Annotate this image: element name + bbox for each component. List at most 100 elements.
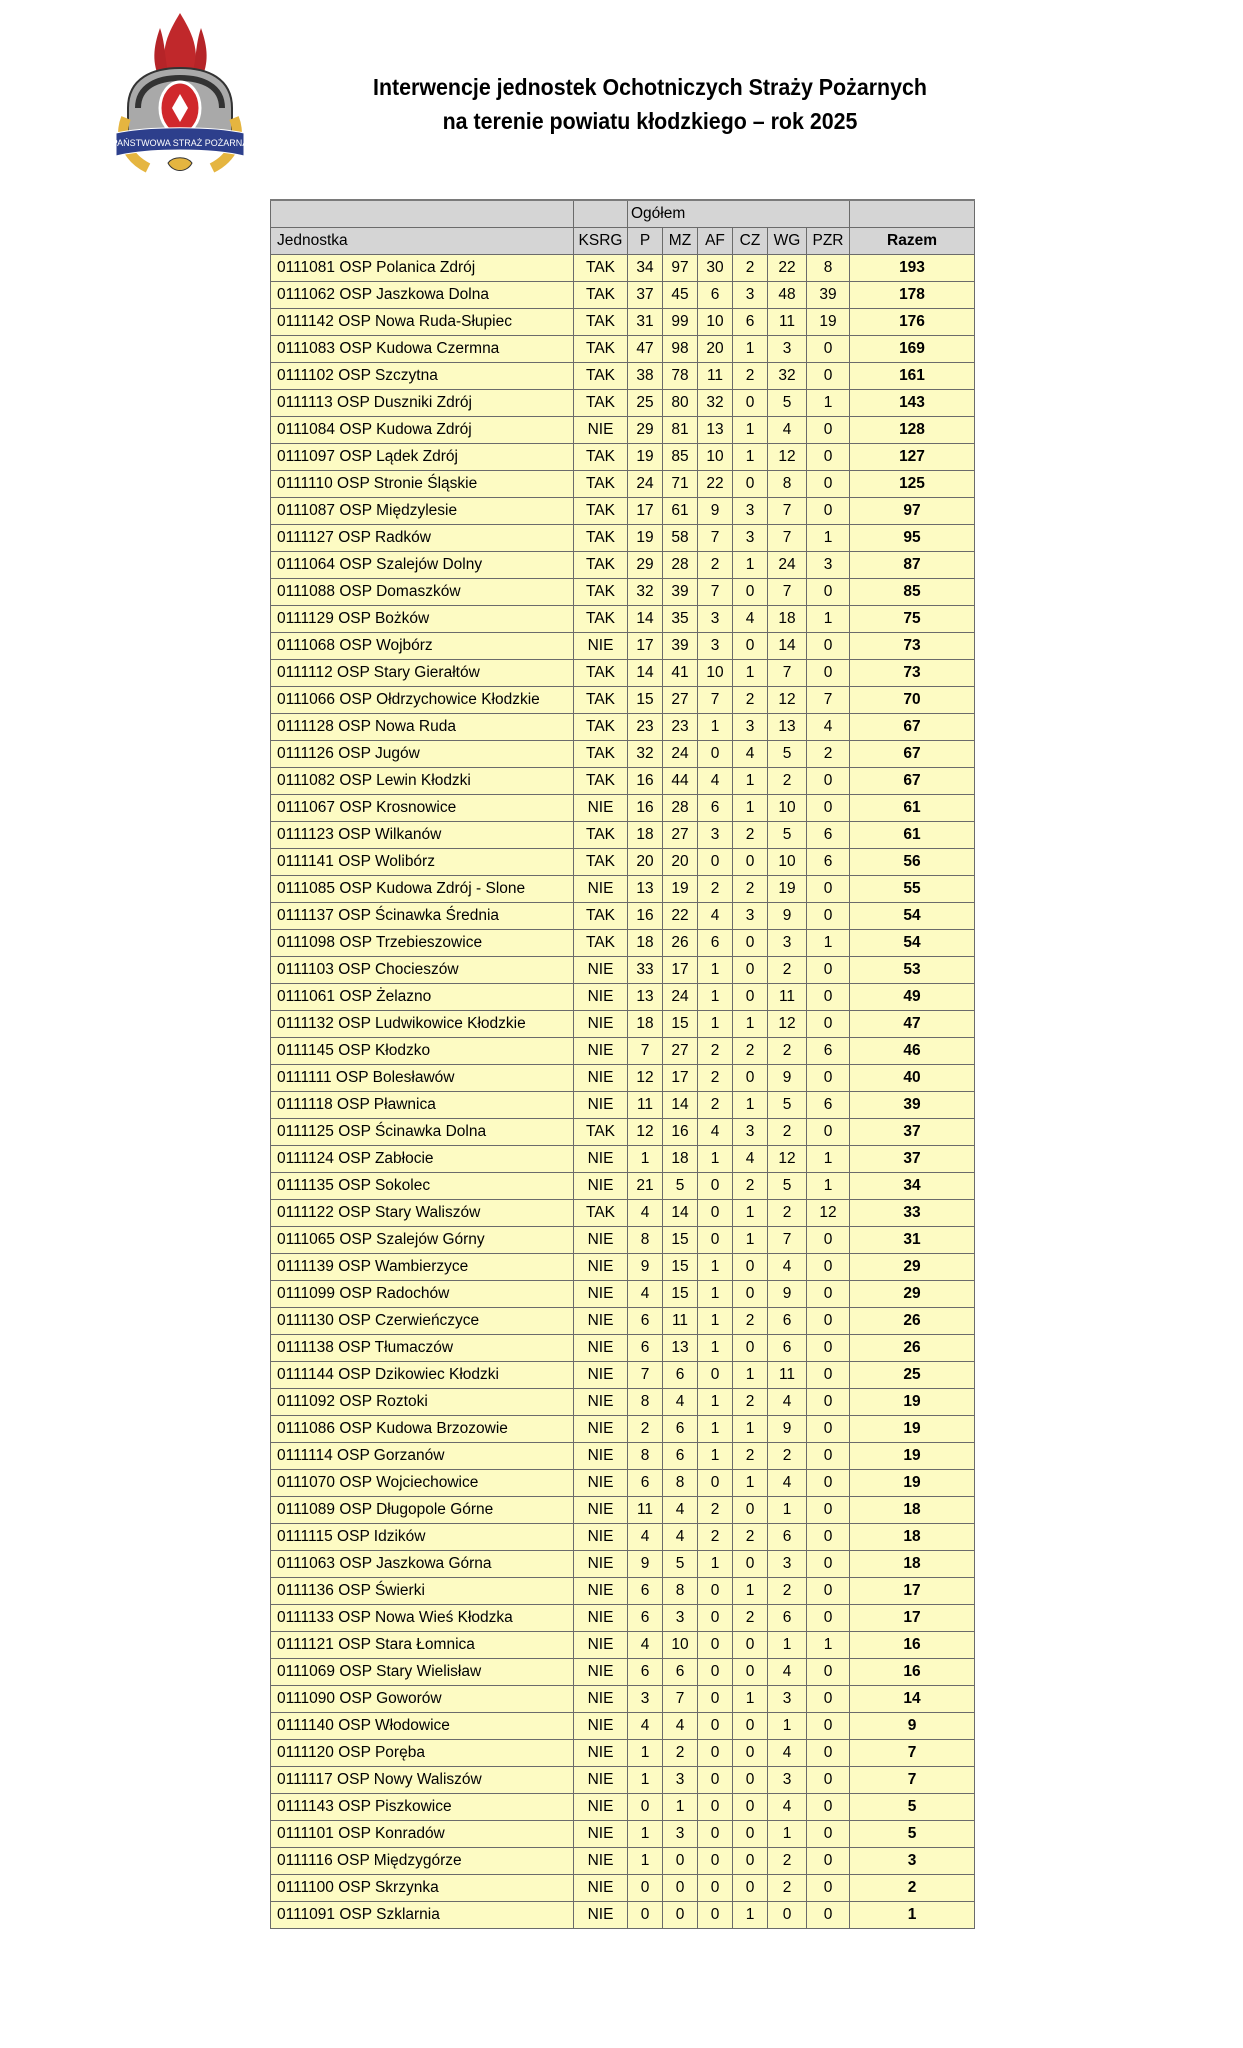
- table-row: 0111128 OSP Nowa Ruda TAK 23 23 1 3 13 4 67: [270, 713, 975, 741]
- cell-razem: 17: [849, 1604, 975, 1632]
- cell-wg: 2: [767, 1577, 807, 1605]
- cell-razem: 26: [849, 1334, 975, 1362]
- cell-af: 11: [697, 362, 733, 390]
- cell-jednostka: 0111088 OSP Domaszków: [270, 578, 574, 606]
- cell-wg: 10: [767, 848, 807, 876]
- cell-razem: 16: [849, 1631, 975, 1659]
- cell-af: 22: [697, 470, 733, 498]
- col-header-p: P: [627, 227, 663, 255]
- cell-wg: 1: [767, 1631, 807, 1659]
- cell-jednostka: 0111064 OSP Szalejów Dolny: [270, 551, 574, 579]
- cell-jednostka: 0111115 OSP Idzików: [270, 1523, 574, 1551]
- cell-pzr: 1: [806, 1631, 850, 1659]
- cell-p: 3: [627, 1685, 663, 1713]
- table-row: 0111122 OSP Stary Waliszów TAK 4 14 0 1 2 12 33: [270, 1199, 975, 1227]
- cell-ksrg: TAK: [573, 281, 628, 309]
- cell-pzr: 0: [806, 1550, 850, 1578]
- cell-cz: 0: [732, 1064, 768, 1092]
- cell-p: 20: [627, 848, 663, 876]
- cell-p: 32: [627, 578, 663, 606]
- cell-af: 2: [697, 1064, 733, 1092]
- cell-cz: 0: [732, 1874, 768, 1902]
- cell-mz: 14: [662, 1199, 698, 1227]
- cell-razem: 85: [849, 578, 975, 606]
- cell-ksrg: TAK: [573, 524, 628, 552]
- cell-af: 0: [697, 1766, 733, 1794]
- cell-wg: 3: [767, 1685, 807, 1713]
- cell-pzr: 0: [806, 1658, 850, 1686]
- cell-p: 1: [627, 1820, 663, 1848]
- cell-pzr: 0: [806, 1523, 850, 1551]
- cell-mz: 4: [662, 1388, 698, 1416]
- cell-p: 6: [627, 1334, 663, 1362]
- cell-jednostka: 0111144 OSP Dzikowiec Kłodzki: [270, 1361, 574, 1389]
- cell-ksrg: TAK: [573, 848, 628, 876]
- cell-cz: 1: [732, 551, 768, 579]
- cell-ksrg: NIE: [573, 875, 628, 903]
- cell-pzr: 0: [806, 983, 850, 1011]
- table-row: 0111061 OSP Żelazno NIE 13 24 1 0 11 0 49: [270, 983, 975, 1011]
- table-row: 0111136 OSP Świerki NIE 6 8 0 1 2 0 17: [270, 1577, 975, 1605]
- cell-razem: 40: [849, 1064, 975, 1092]
- cell-wg: 9: [767, 1064, 807, 1092]
- cell-cz: 0: [732, 1253, 768, 1281]
- cell-wg: 9: [767, 1280, 807, 1308]
- table-row: 0111133 OSP Nowa Wieś Kłodzka NIE 6 3 0 2 6 0 17: [270, 1604, 975, 1632]
- cell-razem: 56: [849, 848, 975, 876]
- cell-p: 4: [627, 1631, 663, 1659]
- cell-wg: 2: [767, 767, 807, 795]
- table-row: 0111068 OSP Wojbórz NIE 17 39 3 0 14 0 73: [270, 632, 975, 660]
- cell-p: 15: [627, 686, 663, 714]
- cell-af: 4: [697, 767, 733, 795]
- cell-razem: 37: [849, 1145, 975, 1173]
- cell-af: 0: [697, 848, 733, 876]
- cell-pzr: 1: [806, 1145, 850, 1173]
- cell-cz: 1: [732, 1685, 768, 1713]
- cell-wg: 11: [767, 983, 807, 1011]
- cell-p: 23: [627, 713, 663, 741]
- cell-cz: 0: [732, 1820, 768, 1848]
- cell-ksrg: TAK: [573, 605, 628, 633]
- cell-wg: 32: [767, 362, 807, 390]
- cell-ksrg: TAK: [573, 254, 628, 282]
- cell-mz: 58: [662, 524, 698, 552]
- cell-wg: 12: [767, 1145, 807, 1173]
- cell-ksrg: TAK: [573, 713, 628, 741]
- cell-razem: 176: [849, 308, 975, 336]
- cell-wg: 2: [767, 1037, 807, 1065]
- cell-af: 1: [697, 956, 733, 984]
- cell-ksrg: TAK: [573, 578, 628, 606]
- cell-af: 0: [697, 1199, 733, 1227]
- table-row: 0111123 OSP Wilkanów TAK 18 27 3 2 5 6 61: [270, 821, 975, 849]
- cell-razem: 29: [849, 1253, 975, 1281]
- cell-wg: 4: [767, 1388, 807, 1416]
- cell-ksrg: TAK: [573, 659, 628, 687]
- cell-mz: 23: [662, 713, 698, 741]
- cell-af: 10: [697, 443, 733, 471]
- table-row: 0111090 OSP Goworów NIE 3 7 0 1 3 0 14: [270, 1685, 975, 1713]
- cell-p: 18: [627, 821, 663, 849]
- cell-af: 7: [697, 524, 733, 552]
- cell-razem: 87: [849, 551, 975, 579]
- cell-razem: 9: [849, 1712, 975, 1740]
- cell-jednostka: 0111103 OSP Chocieszów: [270, 956, 574, 984]
- cell-ksrg: NIE: [573, 1334, 628, 1362]
- cell-pzr: 8: [806, 254, 850, 282]
- cell-af: 6: [697, 929, 733, 957]
- cell-af: 0: [697, 1901, 733, 1929]
- cell-razem: 67: [849, 740, 975, 768]
- cell-wg: 3: [767, 929, 807, 957]
- cell-jednostka: 0111090 OSP Goworów: [270, 1685, 574, 1713]
- cell-razem: 73: [849, 632, 975, 660]
- cell-mz: 11: [662, 1307, 698, 1335]
- col-header-wg: WG: [767, 227, 807, 255]
- table-row: 0111089 OSP Długopole Górne NIE 11 4 2 0 1 0 18: [270, 1496, 975, 1524]
- cell-razem: 67: [849, 713, 975, 741]
- cell-pzr: 0: [806, 1361, 850, 1389]
- cell-cz: 2: [732, 254, 768, 282]
- cell-pzr: 0: [806, 1604, 850, 1632]
- cell-af: 6: [697, 794, 733, 822]
- cell-af: 1: [697, 1307, 733, 1335]
- cell-ksrg: NIE: [573, 983, 628, 1011]
- cell-jednostka: 0111125 OSP Ścinawka Dolna: [270, 1118, 574, 1146]
